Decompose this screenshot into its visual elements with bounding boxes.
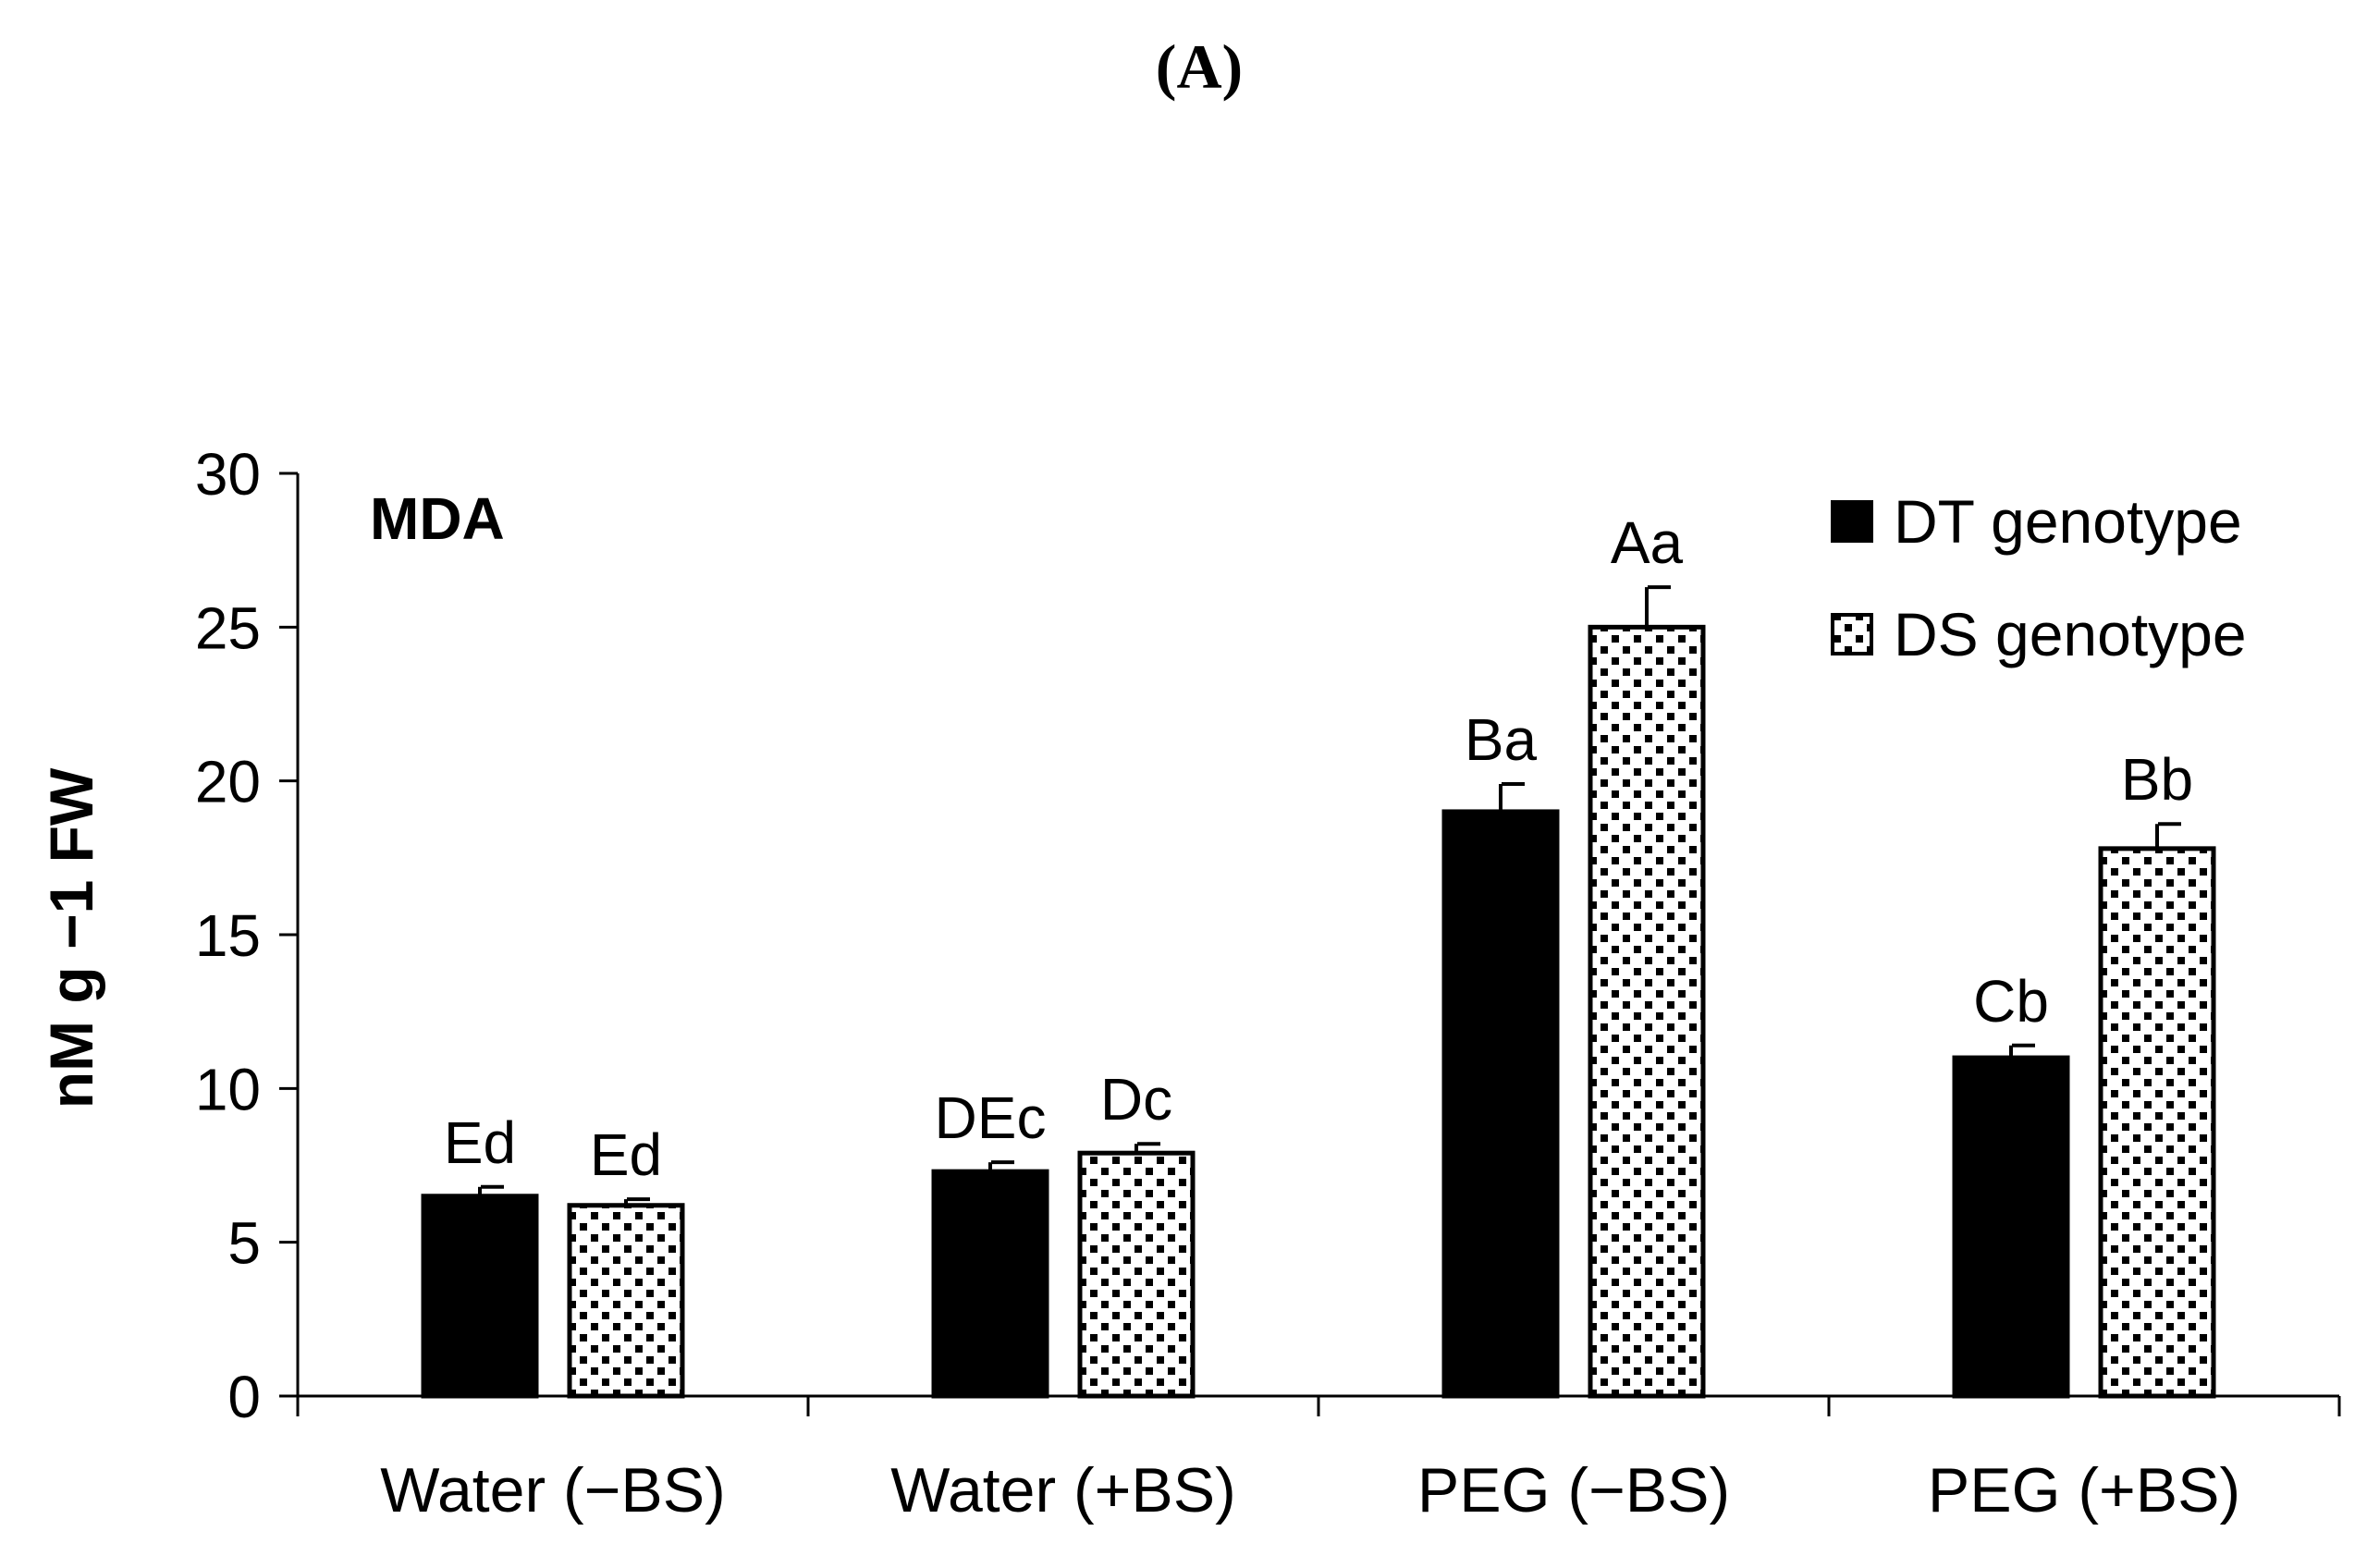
data-label: Ed <box>444 1109 516 1176</box>
axes: 0 5 10 15 20 25 30 Water (−BS) Water (+BS) PEG (−… <box>195 441 2341 1525</box>
legend-swatch-ds <box>1831 613 1873 655</box>
bar-ds <box>567 1203 685 1399</box>
data-label: Bb <box>2121 746 2193 813</box>
data-label: Cb <box>1973 968 2049 1035</box>
y-axis-label: nM g −1 FW <box>37 767 105 1109</box>
data-label: Dc <box>1100 1066 1172 1133</box>
bar-dt <box>1952 1055 2070 1399</box>
legend-label: DT genotype <box>1894 487 2242 556</box>
legend: DT genotype DS genotype <box>1831 487 2247 668</box>
data-label: Aa <box>1611 509 1684 576</box>
bar-dt <box>421 1194 539 1399</box>
x-tick-label: PEG (−BS) <box>1417 1455 1730 1525</box>
bar-dt <box>1441 809 1560 1399</box>
y-tick-label: 20 <box>195 749 261 815</box>
data-label: Ba <box>1465 706 1538 773</box>
legend-label: DS genotype <box>1894 600 2247 668</box>
data-label: DEc <box>935 1084 1047 1151</box>
y-tick-label: 5 <box>227 1210 261 1277</box>
y-tick-label: 15 <box>195 902 261 969</box>
y-tick-label: 10 <box>195 1056 261 1122</box>
y-tick-label: 25 <box>195 594 261 661</box>
data-label: Ed <box>590 1121 662 1188</box>
bars: Ed DEc Ba Cb Ed Dc Aa Bb <box>421 509 2216 1399</box>
bar-ds <box>1588 624 1706 1399</box>
x-tick-label: Water (+BS) <box>890 1455 1235 1525</box>
x-tick-label: PEG (+BS) <box>1928 1455 2240 1525</box>
legend-swatch-dt <box>1831 500 1873 543</box>
chart-title: MDA <box>370 485 505 552</box>
bar-dt <box>931 1169 1049 1399</box>
panel-label: (A) <box>1156 31 1243 102</box>
x-tick-label: Water (−BS) <box>380 1455 725 1525</box>
y-tick-label: 0 <box>227 1364 261 1430</box>
bar-ds <box>2098 846 2216 1399</box>
y-tick-label: 30 <box>195 441 261 508</box>
bar-ds <box>1077 1150 1196 1399</box>
